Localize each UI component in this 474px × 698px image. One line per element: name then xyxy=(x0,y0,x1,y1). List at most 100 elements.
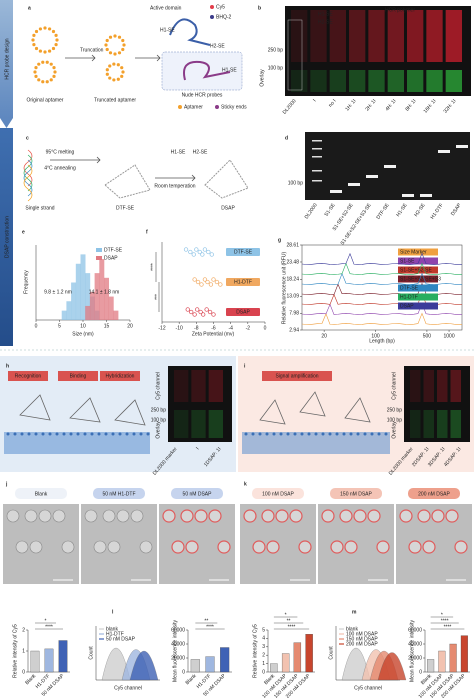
x-tick-label: -8 xyxy=(194,325,199,331)
lipid xyxy=(139,432,143,436)
h-text: 100 bp xyxy=(151,417,167,423)
lane-label: 32H: 1I xyxy=(443,98,458,114)
density xyxy=(377,652,407,681)
legend-swatch xyxy=(96,248,102,252)
gel-lane xyxy=(349,10,366,62)
trace xyxy=(301,302,463,315)
y-tick-label: 40000 xyxy=(171,641,185,647)
strand xyxy=(23,154,33,192)
panel-label: e xyxy=(22,229,25,235)
x-tick-label: -6 xyxy=(211,325,216,331)
gel-band xyxy=(348,183,360,186)
bead xyxy=(51,29,56,34)
bead xyxy=(43,50,47,54)
ladder-band xyxy=(312,180,322,182)
lipid xyxy=(258,432,262,436)
bead xyxy=(45,80,49,84)
panel-label: b xyxy=(258,5,261,11)
sidebar-bottom xyxy=(0,128,13,346)
lane-label: H1-SE xyxy=(395,202,409,218)
tag-box xyxy=(408,488,460,499)
c-text: H1-SE xyxy=(171,149,186,155)
bead xyxy=(116,77,120,81)
bar xyxy=(85,305,91,320)
point xyxy=(209,252,214,257)
lipid xyxy=(13,432,17,436)
gel-lane xyxy=(423,410,434,438)
y-label: Relative fluorescence unit (RFU) xyxy=(281,252,287,325)
sidebar-arrow xyxy=(0,118,13,128)
gel-lane xyxy=(450,370,461,402)
image-label: 100 nM DSAP xyxy=(262,491,294,497)
legend-box xyxy=(398,275,438,283)
y-tick-label: 20000 xyxy=(408,655,422,661)
dot xyxy=(210,15,214,19)
label-box xyxy=(226,248,260,256)
y-tick-label: 2 xyxy=(262,653,265,659)
lipid xyxy=(272,432,276,436)
legend-label: S1-SE+S2-SE+S3 xyxy=(400,276,441,282)
legend-label: S1-SE xyxy=(400,258,415,264)
lipid xyxy=(335,432,339,436)
bar xyxy=(220,647,230,673)
cell xyxy=(330,540,344,554)
lipid xyxy=(97,432,101,436)
x-tick-label: 15 xyxy=(104,323,110,329)
a-text: Aptamer xyxy=(184,104,203,110)
bead xyxy=(37,78,41,82)
point xyxy=(200,252,205,257)
label-box xyxy=(226,278,260,286)
lipid xyxy=(62,432,66,436)
significance: *** xyxy=(154,294,160,300)
legend-box xyxy=(398,266,438,274)
point xyxy=(188,249,193,255)
ladder-band xyxy=(312,148,322,150)
b-text: Overlay xyxy=(259,69,265,87)
legend-label: DSAP xyxy=(400,303,414,309)
bar xyxy=(44,648,54,673)
series-label: DSAP xyxy=(236,309,250,315)
x-tick-label: -4 xyxy=(228,325,233,331)
lane-label: I xyxy=(312,98,317,103)
a-text: H1-SE xyxy=(222,67,237,73)
bead xyxy=(121,38,125,43)
y-tick-label: 0 xyxy=(182,669,185,675)
a-text: BHQ-2 xyxy=(216,14,232,20)
cell xyxy=(417,509,431,523)
cell xyxy=(275,509,289,523)
probe-box xyxy=(161,51,243,91)
gel-lane xyxy=(368,70,385,92)
c-text: Room temperation xyxy=(154,183,195,189)
x-tick-label: 0 xyxy=(35,323,38,329)
b-text: H1-SE xyxy=(318,11,333,17)
lane-label: 2H: 1I xyxy=(364,98,377,112)
lane-label: H2-SE xyxy=(413,202,427,218)
lipid xyxy=(314,432,318,436)
y-label: Relative intensity of Cy5 xyxy=(252,624,258,678)
bar xyxy=(94,273,100,320)
dsap xyxy=(259,399,286,425)
a-text: Active domain xyxy=(150,5,182,11)
x-label: Zeta Potential (mv) xyxy=(192,331,235,337)
x-tick-label: 0 xyxy=(264,325,267,331)
b-text: 250 bp xyxy=(268,47,284,53)
x-tick-label: 5 xyxy=(58,323,61,329)
i-text: Cy5 channel xyxy=(391,372,397,400)
gel-lane xyxy=(291,10,308,62)
lane-label: H1-DTF xyxy=(430,202,445,220)
point xyxy=(202,277,208,282)
lipid xyxy=(125,432,129,436)
i-text: 100 bp xyxy=(387,417,403,423)
lipid xyxy=(34,432,38,436)
lipid xyxy=(244,432,248,436)
cell xyxy=(171,540,185,554)
panel-label: c xyxy=(26,135,29,141)
lipid xyxy=(76,432,80,436)
h-text: Cy5 channel xyxy=(155,372,161,400)
step-box xyxy=(58,371,98,381)
trace xyxy=(301,262,463,275)
lipid xyxy=(377,432,381,436)
bead xyxy=(34,29,39,34)
panel-label: m xyxy=(352,609,357,615)
panel-label: d xyxy=(285,135,288,141)
